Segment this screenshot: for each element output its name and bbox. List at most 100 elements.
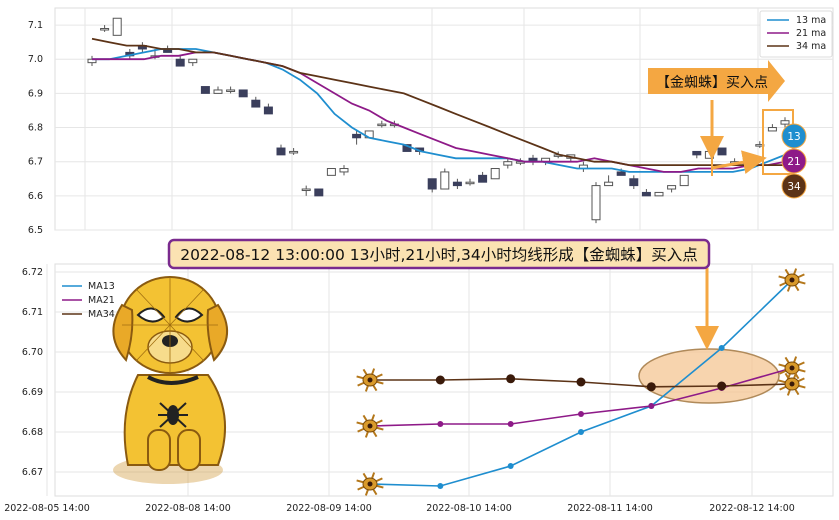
top-legend: 13 ma 21 ma 34 ma: [759, 10, 833, 58]
candle-body: [289, 150, 299, 154]
candle-body: [112, 17, 122, 36]
bottom-y-axis: 6.67 6.68 6.69 6.70 6.71 6.72: [22, 267, 43, 478]
bottom-legend-ma13: MA13: [88, 281, 115, 292]
bottom-ma-point: [435, 375, 445, 385]
candle-body: [238, 89, 248, 98]
top-y-tick-label: 6.9: [28, 88, 43, 99]
candle-body: [326, 168, 336, 176]
candle-body: [692, 150, 702, 156]
candle-body: [377, 123, 387, 127]
bottom-ma-point: [718, 345, 725, 351]
top-plot-area: [54, 7, 834, 231]
bottom-y-tick-label: 6.68: [22, 427, 43, 438]
top-legend-34: 34 ma: [796, 41, 826, 52]
candle-body: [188, 58, 198, 64]
candle-body: [427, 178, 437, 190]
spider-icon: [356, 414, 384, 438]
badge-34: 34: [787, 181, 801, 193]
top-legend-21: 21 ma: [796, 28, 826, 39]
spider-icon: [356, 472, 384, 496]
top-gridlines: [55, 8, 833, 231]
candle-body: [100, 27, 110, 31]
bottom-ma-point: [578, 411, 584, 417]
candle-body: [503, 161, 513, 166]
candle-body: [452, 181, 462, 187]
candle-body: [352, 133, 362, 139]
candle-body: [276, 147, 286, 156]
candle-body: [780, 120, 790, 125]
top-y-tick-label: 7.1: [28, 20, 43, 31]
bottom-y-tick-label: 6.72: [22, 267, 43, 278]
candle-body: [604, 181, 614, 187]
top-y-axis: 6.5 6.6 6.7 6.8 6.9 7.0 7.1: [28, 20, 43, 236]
top-ma-lines: [91, 37, 786, 173]
top-y-tick-label: 7.0: [28, 54, 43, 65]
spider-icon: [778, 372, 806, 396]
candle-body: [226, 89, 236, 92]
bottom-ma-point: [646, 382, 656, 392]
spider-dog-illustration: [112, 276, 229, 484]
badge-21: 21: [787, 156, 800, 168]
bottom-ma-point: [507, 463, 514, 469]
bottom-ma-point: [717, 381, 727, 391]
bottom-x-tick-label: 2022-08-11 14:00: [567, 503, 653, 514]
bottom-ma-point: [437, 483, 444, 489]
bottom-ma-point: [576, 377, 586, 387]
cross-highlight-ellipse: [638, 348, 780, 404]
candle-body: [440, 171, 450, 190]
bottom-ma-lines: [356, 268, 806, 496]
candle-body: [200, 86, 210, 94]
bottom-panel: 6.67 6.68 6.69 6.70 6.71 6.72 2022-08-05 14:0…: [4, 263, 834, 514]
top-ma-line-2: [91, 37, 785, 167]
spider-icon: [356, 368, 384, 392]
candle-body: [478, 174, 488, 183]
bottom-x-tick-label: 2022-08-10 14:00: [426, 503, 512, 514]
signal-banner: 2022-08-12 13:00:00 13小时,21小时,34小时均线形成【金…: [167, 238, 711, 270]
bottom-y-tick-label: 6.69: [22, 387, 43, 398]
spider-icon: [778, 268, 806, 292]
bottom-y-tick-label: 6.67: [22, 467, 43, 478]
candle-body: [667, 185, 677, 190]
signal-banner-text: 2022-08-12 13:00:00 13小时,21小时,34小时均线形成【金…: [180, 246, 698, 264]
candle-body: [339, 168, 349, 173]
candle-body: [616, 171, 626, 176]
bottom-ma-point: [578, 429, 584, 435]
candle-body: [175, 58, 185, 67]
bottom-ma-point: [437, 421, 444, 427]
candle-body: [679, 174, 689, 187]
candle-body: [767, 127, 777, 132]
candle-body: [251, 99, 261, 108]
bottom-x-tick-label: 2022-08-05 14:00: [4, 503, 90, 514]
top-y-tick-label: 6.5: [28, 225, 43, 236]
bottom-y-tick-label: 6.71: [22, 307, 43, 318]
candle-body: [654, 191, 664, 197]
buy-label-text: 【金蜘蛛】买入点: [656, 75, 768, 91]
candle-body: [591, 185, 601, 221]
top-panel: 6.5 6.6 6.7 6.8 6.9 7.0 7.1 【金蜘蛛】买入点 13 ma 21 …: [28, 7, 834, 236]
badge-13: 13: [787, 131, 800, 143]
candle-body: [629, 178, 639, 187]
candle-body: [314, 188, 324, 197]
bottom-y-tick-label: 6.70: [22, 347, 43, 358]
top-legend-13: 13 ma: [796, 15, 826, 26]
candle-body: [263, 106, 273, 115]
candle-body: [490, 168, 500, 180]
candle-body: [301, 188, 311, 192]
bottom-legend: MA13 MA21 MA34: [62, 281, 115, 320]
candle-body: [213, 89, 223, 94]
bottom-x-tick-label: 2022-08-09 14:00: [286, 503, 372, 514]
bottom-ma-point: [648, 403, 655, 409]
bottom-legend-ma34: MA34: [88, 309, 115, 320]
bottom-x-tick-label: 2022-08-08 14:00: [145, 503, 231, 514]
bottom-ma-point: [507, 421, 514, 427]
spider-icon: [778, 356, 806, 380]
bottom-x-axis: 2022-08-05 14:00 2022-08-08 14:00 2022-08-…: [4, 503, 795, 514]
candle-body: [465, 181, 475, 185]
top-y-tick-label: 6.7: [28, 157, 43, 168]
signal-right-arrow: [711, 150, 767, 174]
candle-body: [641, 191, 651, 197]
top-y-tick-label: 6.6: [28, 191, 43, 202]
bottom-legend-ma21: MA21: [88, 295, 115, 306]
bottom-x-tick-label: 2022-08-12 14:00: [709, 503, 795, 514]
